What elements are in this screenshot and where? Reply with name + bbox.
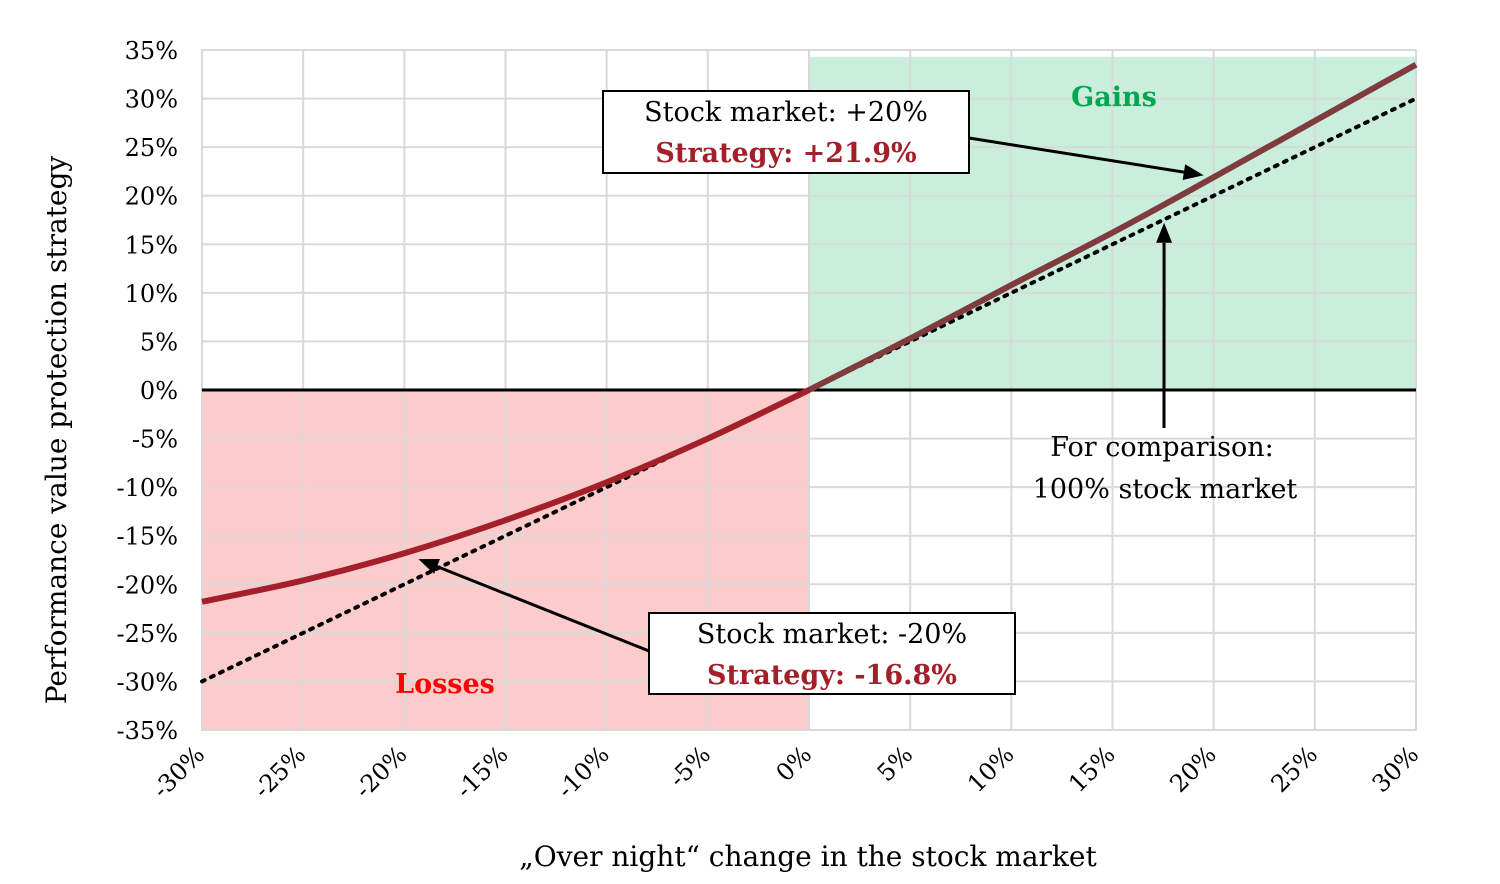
region-label-losses: Losses	[395, 669, 495, 700]
callout-positive: Stock market: +20% Strategy: +21.9%	[602, 90, 970, 174]
y-tick-label: -25%	[117, 620, 178, 648]
x-tick-label: -15%	[450, 740, 513, 803]
callout-positive-market: Stock market: +20%	[644, 97, 928, 128]
series-line-strategy-positive	[807, 61, 1418, 393]
y-tick-label: 35%	[125, 37, 178, 65]
y-tick-label: 25%	[125, 134, 178, 162]
x-axis-title: „Over night“ change in the stock market	[519, 840, 1097, 873]
y-tick-label: 20%	[125, 183, 178, 211]
x-tick-label: 20%	[1164, 740, 1222, 798]
series	[200, 61, 1418, 684]
y-tick-label: 15%	[125, 231, 178, 259]
comparison-label-line1: For comparison:	[1050, 432, 1274, 463]
y-tick-label: -5%	[132, 426, 178, 454]
x-tick-label: -30%	[147, 740, 210, 803]
arrow-positive-callout	[968, 136, 1204, 181]
x-tick-label: -25%	[248, 740, 311, 803]
region-label-gains: Gains	[1071, 82, 1157, 113]
x-tick-label: 25%	[1266, 740, 1324, 798]
callout-positive-strategy: Strategy: +21.9%	[655, 138, 916, 169]
y-axis-title: Performance value protection strategy	[40, 156, 73, 705]
callout-negative-market: Stock market: -20%	[697, 619, 967, 650]
comparison-label-line2: 100% stock market	[1033, 474, 1298, 505]
annotation-arrows	[418, 136, 1204, 653]
x-tick-label: -10%	[552, 740, 615, 803]
y-tick-label: -20%	[117, 571, 178, 599]
x-tick-label: -20%	[349, 740, 412, 803]
x-tick-label: 10%	[962, 740, 1020, 798]
x-tick-label: 30%	[1367, 740, 1425, 798]
callout-negative: Stock market: -20% Strategy: -16.8%	[648, 612, 1016, 695]
y-tick-label: 30%	[125, 86, 178, 114]
y-tick-label: 10%	[125, 280, 178, 308]
y-tick-label: -15%	[117, 523, 178, 551]
callout-negative-strategy: Strategy: -16.8%	[707, 660, 957, 691]
y-tick-label: -30%	[117, 668, 178, 696]
arrow-comparison	[1156, 222, 1173, 429]
y-tick-label: 0%	[140, 377, 178, 405]
y-tick-label: -10%	[117, 474, 178, 502]
series-line-strategy-negative	[201, 387, 811, 605]
y-tick-label: 5%	[140, 328, 178, 356]
comparison-label: For comparison: 100% stock market	[1033, 432, 1298, 505]
x-tick-label: -5%	[664, 740, 716, 792]
y-tick-label: -35%	[117, 717, 178, 745]
x-tick-label: 15%	[1063, 740, 1121, 798]
x-tick-label: 5%	[872, 740, 919, 787]
x-tick-label: 0%	[771, 740, 818, 787]
arrow-negative-callout	[418, 559, 650, 653]
